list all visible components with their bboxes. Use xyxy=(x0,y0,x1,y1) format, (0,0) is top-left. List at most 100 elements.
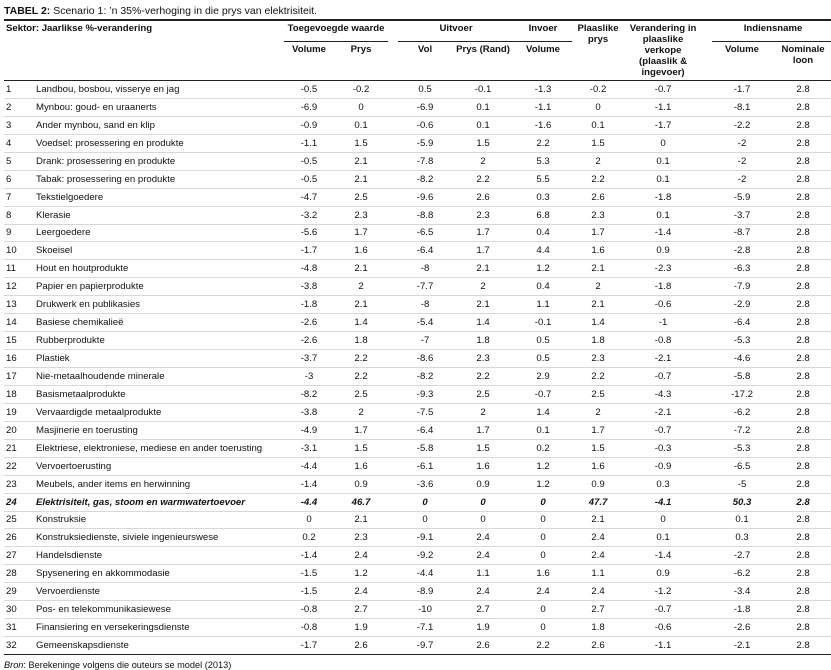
cell-value: 2.8 xyxy=(772,259,831,279)
cell-value: 2.3 xyxy=(572,206,625,225)
cell-value: 2.6 xyxy=(452,188,515,207)
table-row: 14 Basiese chemikalieë -2.6 1.4 -5.4 1.4 -0.1 1… xyxy=(4,313,831,333)
row-number: 4 xyxy=(4,134,34,153)
cell-value: 2.8 xyxy=(772,475,831,494)
sector-name: Papier en papierprodukte xyxy=(34,277,285,297)
cell-value: -1.6 xyxy=(514,116,573,135)
cell-value: 2.6 xyxy=(572,636,625,655)
cell-value: 0.1 xyxy=(624,170,703,189)
cell-value: -1.8 xyxy=(284,295,335,315)
cell-value: 2.1 xyxy=(572,259,625,279)
cell-value: 0.3 xyxy=(514,188,573,207)
cell-value: 2.8 xyxy=(772,170,831,189)
cell-value: 1.8 xyxy=(452,331,515,351)
cell-value: 2.8 xyxy=(772,403,831,422)
cell-value: -1.8 xyxy=(712,600,773,620)
cell-value: 1.7 xyxy=(334,421,389,440)
cell-value: 1.6 xyxy=(452,457,515,476)
sector-name: Ander mynbou, sand en klip xyxy=(34,116,285,135)
cell-value: 0 xyxy=(452,493,515,512)
sector-name: Hout en houtprodukte xyxy=(34,259,285,279)
sector-name: Plastiek xyxy=(34,349,285,368)
cell-value: -5.3 xyxy=(712,439,773,458)
cell-value: -3.8 xyxy=(284,403,335,422)
cell-value: 2 xyxy=(452,152,515,171)
cell-value: 1.4 xyxy=(572,313,625,333)
cell-value: -1.8 xyxy=(624,277,703,297)
cell-value: 0 xyxy=(572,98,625,117)
sector-header: Sektor: Jaarlikse %-verandering xyxy=(6,23,153,34)
cell-value: 2.2 xyxy=(572,367,625,386)
sector-name: Rubberprodukte xyxy=(34,331,285,351)
cell-value: -2.3 xyxy=(624,259,703,279)
cell-value: 2.8 xyxy=(772,206,831,225)
column-header: Verandering in plaaslike verkope (plaasl… xyxy=(624,20,703,81)
row-number: 30 xyxy=(4,600,34,620)
cell-value: -0.5 xyxy=(284,170,335,189)
cell-value: 2.8 xyxy=(772,528,831,548)
cell-value: -1.4 xyxy=(624,224,703,243)
cell-value: -1.5 xyxy=(284,582,335,602)
cell-value: 2.8 xyxy=(772,493,831,512)
group-header: Indiensname xyxy=(712,20,831,43)
cell-value: -0.9 xyxy=(624,457,703,476)
row-number: 6 xyxy=(4,170,34,189)
table-row: 24 Elektrisiteit, gas, stoom en warmwater… xyxy=(4,493,831,512)
cell-value: 2.6 xyxy=(572,188,625,207)
table-row: 3 Ander mynbou, sand en klip -0.9 0.1 -0.6 0.… xyxy=(4,116,831,135)
cell-value: 0 xyxy=(514,618,573,638)
row-number: 18 xyxy=(4,385,34,404)
row-number: 25 xyxy=(4,511,34,530)
cell-value: 2.4 xyxy=(514,582,573,602)
cell-value: -4.4 xyxy=(284,457,335,476)
cell-value: 5.5 xyxy=(514,170,573,189)
cell-value: 1.7 xyxy=(452,421,515,440)
cell-value: -1.1 xyxy=(284,134,335,153)
cell-value: -0.6 xyxy=(624,618,703,638)
table-row: 12 Papier en papierprodukte -3.8 2 -7.7 2 0.4 2… xyxy=(4,277,831,297)
row-number: 19 xyxy=(4,403,34,422)
table-row: 8 Klerasie -3.2 2.3 -8.8 2.3 6.8 2.3 0.1 -3.7 2.8 xyxy=(4,206,831,225)
cell-value: -8.6 xyxy=(398,349,453,368)
table-row: 1 Landbou, bosbou, visserye en jag -0.5 -0.… xyxy=(4,80,831,99)
cell-value: 2.8 xyxy=(772,116,831,135)
table-row: 2 Mynbou: goud- en uraanerts -6.9 0 -6.9 0.1-… xyxy=(4,98,831,117)
cell-value: 1.6 xyxy=(334,457,389,476)
cell-value: -7.8 xyxy=(398,152,453,171)
cell-value: -3.6 xyxy=(398,475,453,494)
cell-value: 1.7 xyxy=(452,241,515,261)
cell-value: 2.2 xyxy=(514,134,573,153)
cell-value: 2.1 xyxy=(334,295,389,315)
cell-value: 1.4 xyxy=(514,403,573,422)
cell-value: 2.9 xyxy=(514,367,573,386)
cell-value: -7 xyxy=(398,331,453,351)
column-header: Vol xyxy=(398,41,453,81)
column-header: Prys xyxy=(334,41,389,81)
cell-value: -0.8 xyxy=(284,600,335,620)
cell-value: -1.1 xyxy=(514,98,573,117)
cell-value: -5.9 xyxy=(712,188,773,207)
cell-value: 2.2 xyxy=(334,367,389,386)
column-header: Volume xyxy=(712,41,773,81)
cell-value: -6.1 xyxy=(398,457,453,476)
cell-value: -2.6 xyxy=(712,618,773,638)
table-row: 9 Leergoedere -5.6 1.7 -6.5 1.7 0.4 1.7 -1.4 -8.7… xyxy=(4,224,831,243)
cell-value: 0 xyxy=(514,600,573,620)
cell-value: 2.8 xyxy=(772,331,831,351)
cell-value: 2.3 xyxy=(334,206,389,225)
cell-value: -6.3 xyxy=(712,259,773,279)
cell-value: -2.1 xyxy=(712,636,773,655)
sector-name: Pos- en telekommunikasiewese xyxy=(34,600,285,620)
cell-value: 0 xyxy=(514,511,573,530)
cell-value: 0.1 xyxy=(624,206,703,225)
cell-value: 2.1 xyxy=(334,152,389,171)
row-number: 7 xyxy=(4,188,34,207)
cell-value: 46.7 xyxy=(334,493,389,512)
cell-value: -5.8 xyxy=(398,439,453,458)
cell-value: -1.7 xyxy=(284,241,335,261)
cell-value: -2.8 xyxy=(712,241,773,261)
cell-value: 2.1 xyxy=(572,511,625,530)
cell-value: -0.8 xyxy=(284,618,335,638)
row-number: 15 xyxy=(4,331,34,351)
cell-value: -6.2 xyxy=(712,403,773,422)
